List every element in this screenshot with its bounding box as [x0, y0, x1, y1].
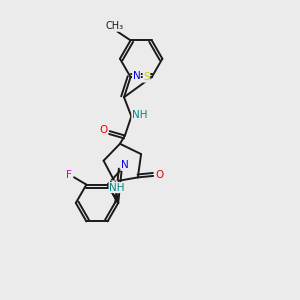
Text: N: N	[109, 181, 117, 191]
Text: CH₃: CH₃	[106, 21, 124, 31]
Text: F: F	[66, 170, 72, 180]
Text: NH: NH	[109, 183, 125, 193]
Text: N: N	[133, 70, 140, 81]
Text: O: O	[100, 124, 108, 135]
Text: O: O	[155, 170, 164, 180]
Text: S: S	[143, 72, 150, 82]
Text: N: N	[121, 160, 129, 170]
Text: NH: NH	[132, 110, 147, 120]
